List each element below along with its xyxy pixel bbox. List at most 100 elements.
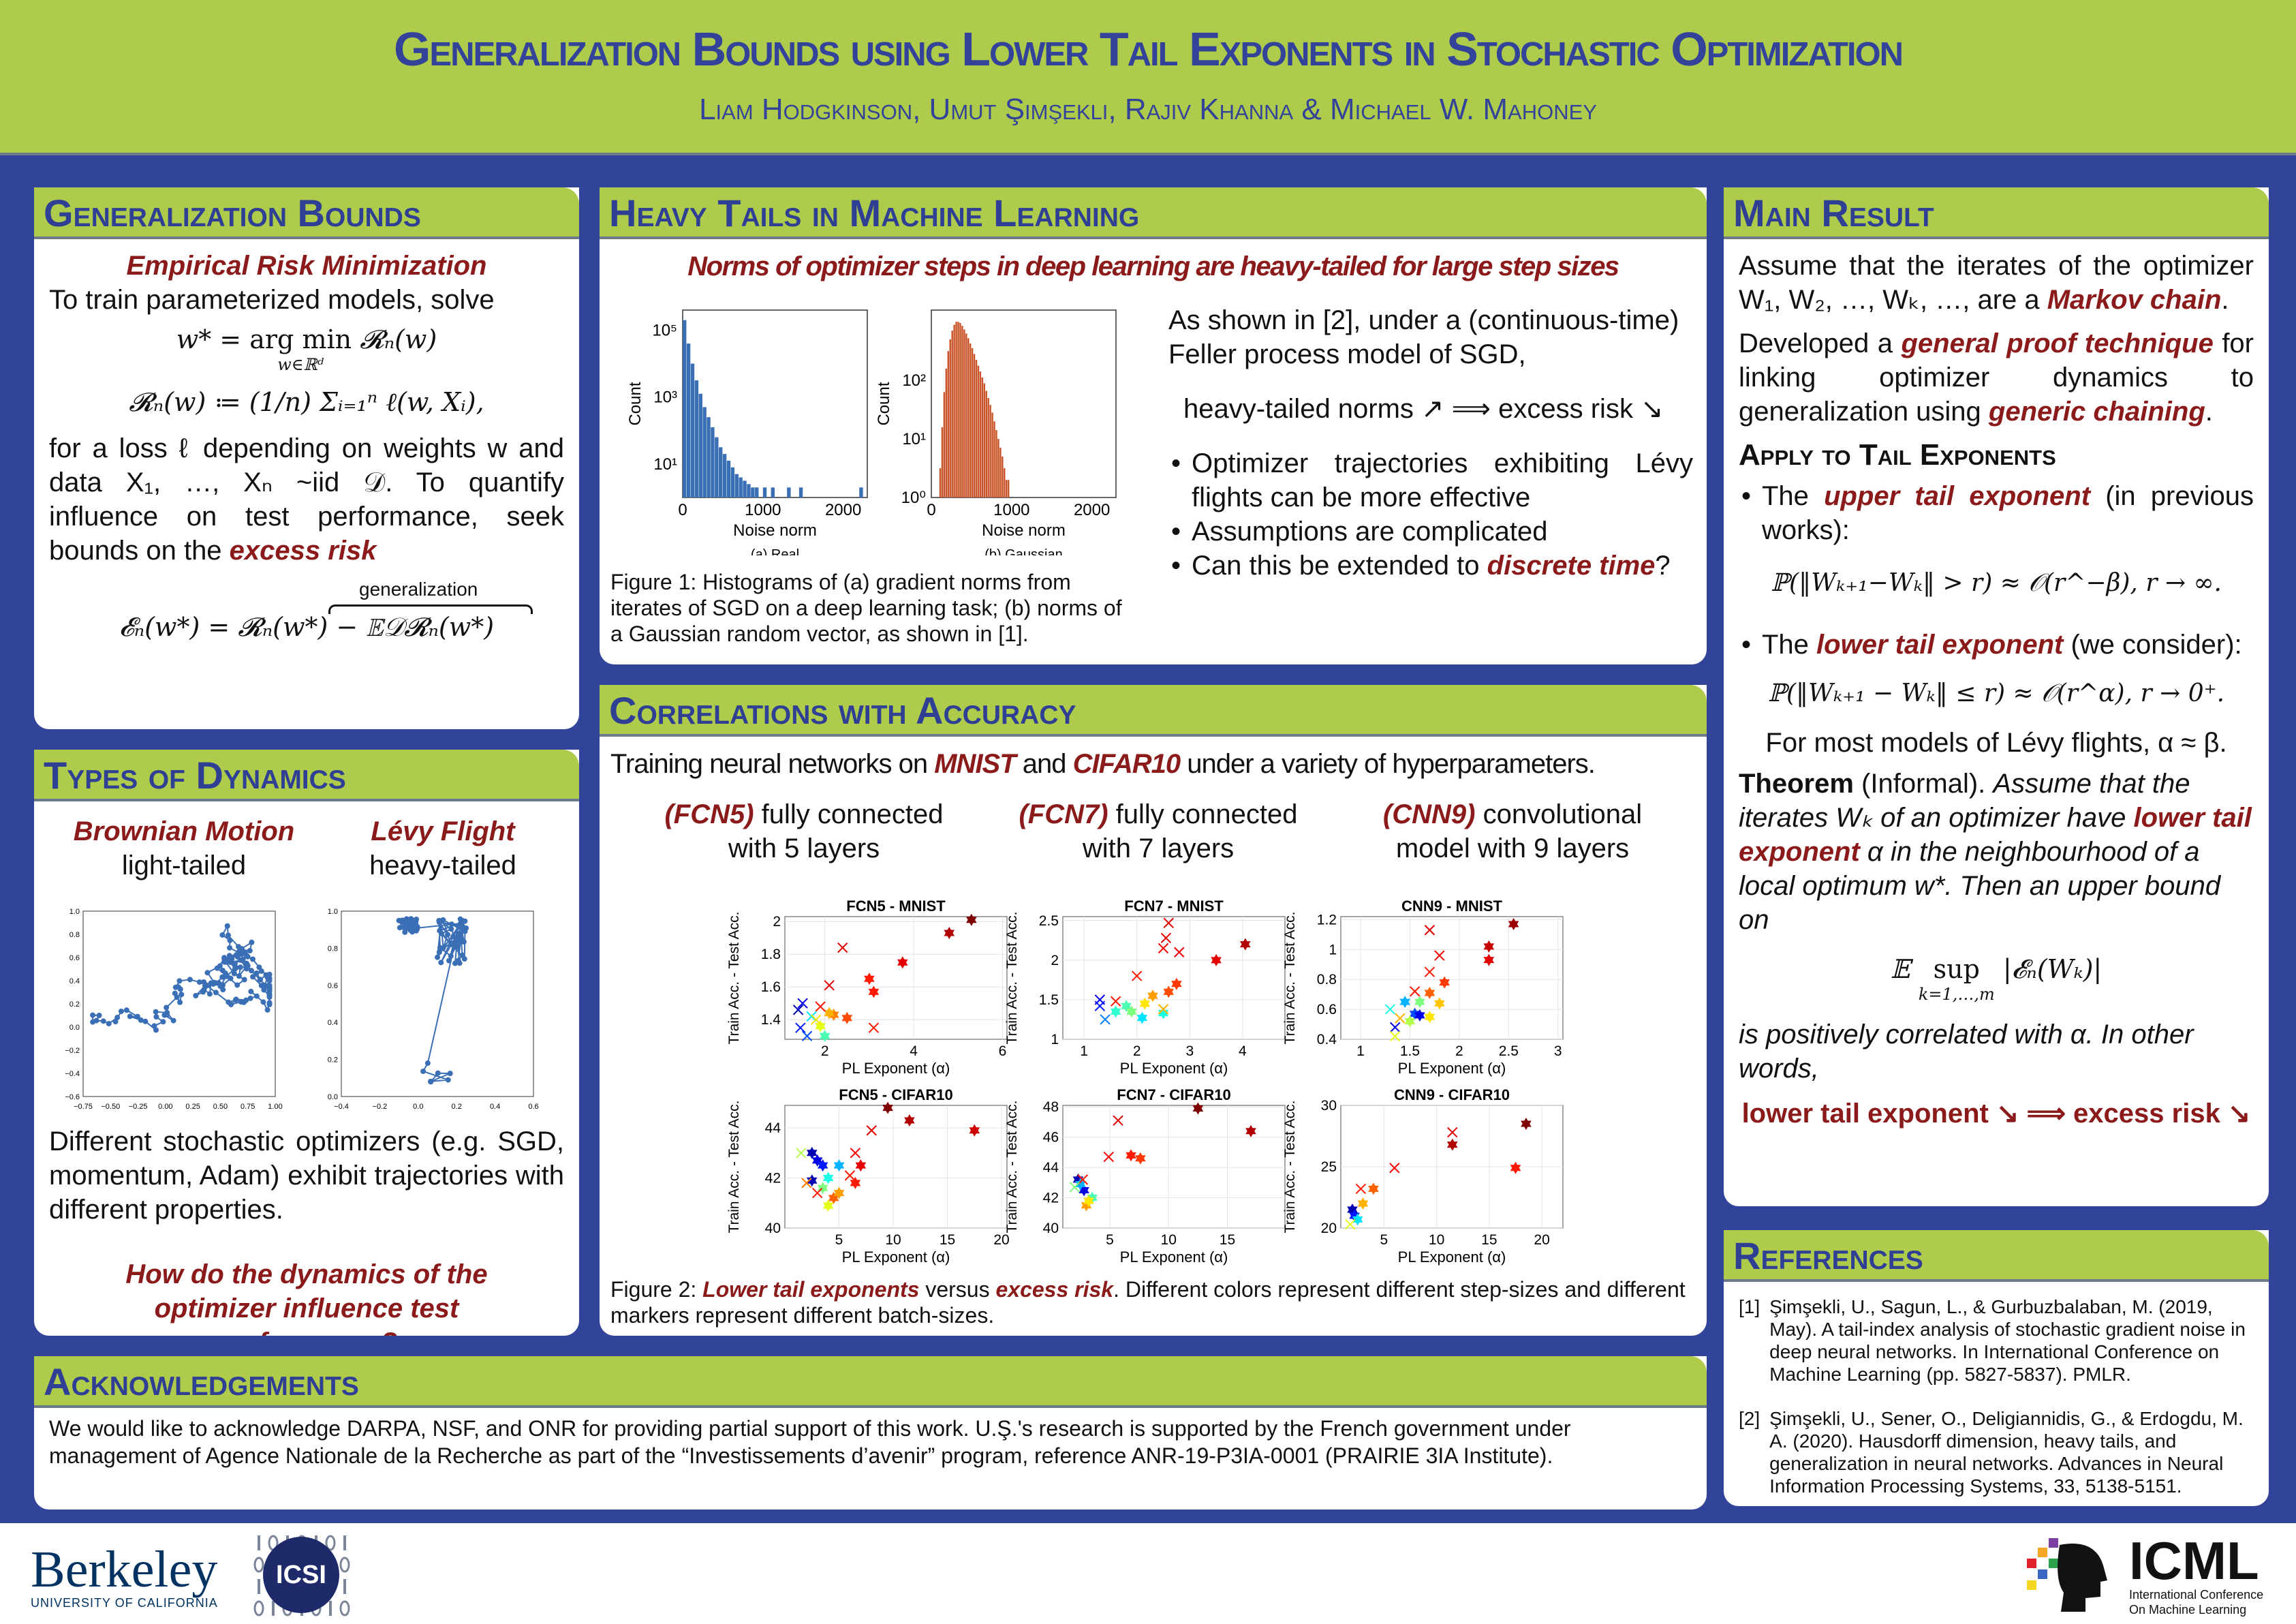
trajectory-point: [241, 977, 247, 983]
histogram-bar: [722, 454, 727, 497]
star-marker: [1239, 941, 1251, 951]
star-marker: [1139, 1000, 1151, 1010]
trajectory-point: [400, 924, 406, 930]
trajectory-point: [134, 1013, 140, 1020]
equation-generalization: generalization 𝓔ₙ(w*) = 𝓡ₙ(w*) − 𝔼𝒟𝓡ₙ(w*…: [49, 579, 564, 644]
histogram-bar: [975, 360, 978, 497]
star-marker: [833, 1190, 845, 1199]
trajectory-point: [164, 1012, 170, 1018]
x-marker: [815, 1001, 826, 1012]
x-tick-label: 1000: [993, 501, 1029, 519]
x-tick-label: −0.25: [129, 1103, 148, 1111]
levy-sublabel: heavy-tailed: [369, 851, 516, 880]
trajectory-point: [224, 923, 230, 929]
histogram-bar: [1005, 480, 1008, 497]
star-marker: [1347, 1206, 1358, 1216]
panel-correlations: Correlations with Accuracy Training neur…: [600, 685, 1707, 1336]
emphasis-text: general proof technique: [1901, 328, 2214, 358]
paragraph: To train parameterized models, solve: [49, 285, 495, 315]
brownian-sublabel: light-tailed: [121, 851, 247, 880]
y-tick-label: 1.8: [761, 947, 781, 962]
text-run: The: [1762, 481, 1825, 511]
panel-main-result: Main Result Assume that the iterates of …: [1724, 187, 2269, 1206]
x-tick-label: 0.75: [241, 1103, 255, 1111]
trajectory-point: [227, 937, 233, 943]
trajectory-point: [219, 967, 226, 973]
x-tick-label: 2: [1455, 1043, 1463, 1059]
y-tick-label: 44: [1043, 1160, 1059, 1176]
x-tick-label: 2000: [1074, 501, 1110, 519]
x-marker: [1409, 986, 1421, 997]
y-axis-label: Count: [875, 382, 893, 425]
star-marker: [1192, 1105, 1204, 1115]
histogram-bar: [983, 383, 986, 497]
trajectory-point: [456, 960, 463, 966]
paragraph: Training neural networks on MNIST and CI…: [610, 748, 1596, 780]
trajectory-point: [123, 1007, 129, 1013]
histogram-figure: 0 1000 2000 10⁵ 10³ 10¹ Noise norm Count (a) Rea…: [626, 309, 1117, 555]
star-marker: [1083, 1197, 1094, 1207]
trajectory-point: [424, 1060, 431, 1067]
x-tick-label: 6: [999, 1043, 1007, 1059]
y-axis-label: Train Acc. - Test Acc.: [1282, 912, 1298, 1045]
text-run: for a loss ℓ depending on weights w and …: [49, 433, 564, 566]
histogram-bar: [939, 468, 942, 497]
model-tag: (CNN9): [1382, 799, 1476, 829]
x-axis-label: PL Exponent (α): [842, 1248, 950, 1266]
y-tick-label: 10²: [902, 371, 926, 390]
y-axis-label: Train Acc. - Test Acc.: [1004, 1101, 1020, 1234]
trajectory-point: [455, 943, 461, 949]
emphasis-text: lower tail exponent: [1816, 630, 2064, 660]
theorem: Theorem (Informal). Assume that the iter…: [1739, 767, 2254, 937]
y-axis-label: Train Acc. - Test Acc.: [726, 1101, 742, 1234]
histogram-bar: [747, 484, 751, 497]
y-tick-label: 2: [773, 914, 781, 930]
berkeley-logo: Berkeley UNIVERSITY OF CALIFORNIA: [31, 1544, 218, 1610]
histogram-bar: [694, 380, 699, 497]
binary-zero-mark: [325, 1535, 336, 1551]
trajectory-point: [457, 916, 463, 922]
x-marker: [1345, 1219, 1356, 1230]
y-tick-label: 0.0: [69, 1024, 80, 1032]
y-tick-label: 0.0: [328, 1093, 338, 1101]
histogram-bar: [981, 377, 984, 497]
star-marker: [1121, 1002, 1132, 1013]
trajectory-point: [247, 948, 253, 953]
x-marker: [824, 980, 835, 991]
star-marker: [815, 1023, 826, 1032]
poster-authors: Liam Hodgkinson, Umut Şimşekli, Rajiv Kh…: [699, 93, 1597, 126]
star-marker: [1424, 1013, 1436, 1024]
trajectory-point: [227, 945, 233, 951]
histogram-bar: [941, 427, 944, 497]
histogram-bar: [711, 427, 715, 497]
equation-sup: 𝔼 sup k=1,…,m |𝓔ₙ(Wₖ)|: [1739, 952, 2254, 1002]
y-tick-label: 2.5: [1039, 913, 1059, 929]
x-marker: [1384, 1004, 1396, 1015]
y-tick-label: 0.4: [328, 1019, 338, 1027]
histogram-bar: [991, 412, 993, 497]
trajectory-point: [461, 956, 467, 962]
histogram-bar: [995, 430, 997, 497]
histogram-bar: [967, 338, 969, 497]
x-tick-label: 2.5: [1499, 1043, 1519, 1059]
star-marker: [1136, 1015, 1148, 1024]
bullet-item: Assumptions are complicated: [1168, 515, 1693, 549]
bullet-item: Optimizer trajectories exhibiting Lévy f…: [1168, 446, 1693, 515]
x-marker: [1160, 932, 1172, 944]
panel-title: Types of Dynamics: [44, 754, 346, 797]
histogram-bar: [686, 343, 691, 497]
star-marker: [1424, 990, 1436, 999]
y-tick-label: 0.6: [1317, 1002, 1337, 1017]
trajectory-point: [257, 977, 263, 983]
histogram-bar: [973, 354, 976, 497]
x-tick-label: 5: [835, 1232, 843, 1248]
x-tick-label: 15: [1220, 1232, 1235, 1248]
x-tick-label: 10: [1161, 1232, 1177, 1248]
emphasis-text: CIFAR10: [1072, 749, 1181, 779]
trajectory-point: [440, 945, 446, 951]
trajectory-point: [264, 1007, 270, 1013]
x-marker: [1103, 1151, 1114, 1163]
x-tick-label: −0.2: [373, 1103, 388, 1111]
star-marker: [817, 1184, 828, 1195]
